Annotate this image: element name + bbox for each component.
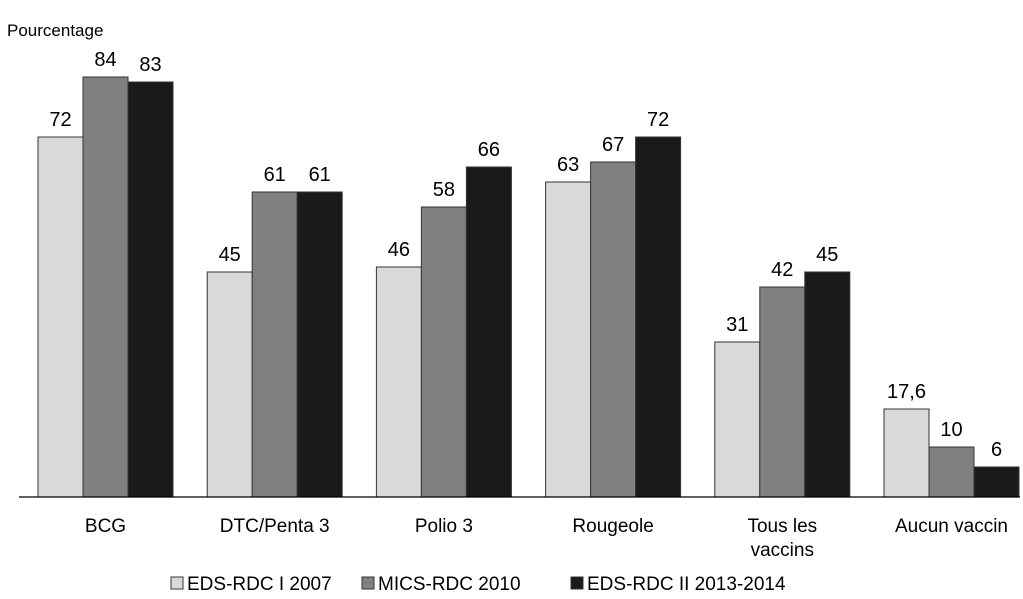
value-label-4-0: 31 (726, 314, 748, 336)
bars-group (37, 76, 1020, 498)
bar-3-0 (545, 181, 592, 498)
value-label-4-1: 42 (771, 259, 793, 281)
bar-3-1 (590, 161, 637, 498)
value-label-3-0: 63 (557, 154, 579, 176)
bar-1-2 (296, 191, 343, 498)
value-label-1-1: 61 (264, 164, 286, 186)
category-label-4-line0: Tous les (747, 516, 817, 537)
value-label-2-0: 46 (388, 239, 410, 261)
bar-2-2 (465, 166, 512, 498)
value-label-0-0: 72 (49, 109, 71, 131)
legend-swatch-0 (170, 576, 184, 590)
legend-label-1: MICS-RDC 2010 (378, 574, 521, 595)
category-label-1: DTC/Penta 3 (220, 516, 330, 537)
bar-1-1 (251, 191, 298, 498)
bar-4-0 (714, 341, 761, 498)
value-label-3-1: 67 (602, 134, 624, 156)
category-label-5: Aucun vaccin (895, 516, 1008, 537)
value-label-2-2: 66 (478, 139, 500, 161)
value-labels-group: 72 84 83 45 61 61 46 58 66 63 67 72 31 42 45 17,6 10 6 (49, 49, 1002, 461)
value-label-5-0: 17,6 (887, 381, 926, 403)
value-label-1-0: 45 (219, 244, 241, 266)
bar-0-0 (37, 136, 84, 498)
value-label-5-1: 10 (940, 419, 962, 441)
bar-0-2 (127, 81, 174, 498)
value-label-1-2: 61 (309, 164, 331, 186)
category-label-4-line1: vaccins (751, 540, 814, 561)
category-label-3: Rougeole (572, 516, 653, 537)
category-labels-group: BCG DTC/Penta 3 Polio 3 Rougeole Tous les vac… (85, 516, 1008, 561)
bar-5-1 (928, 446, 975, 498)
y-axis-label: Pourcentage (7, 21, 103, 40)
value-label-3-2: 72 (647, 109, 669, 131)
bar-0-1 (82, 76, 129, 498)
value-label-0-1: 84 (94, 49, 116, 71)
bar-5-0 (883, 408, 930, 498)
legend-swatch-2 (570, 576, 584, 590)
value-label-5-2: 6 (991, 439, 1002, 461)
bar-5-2 (973, 466, 1020, 498)
category-label-0: BCG (85, 516, 126, 537)
value-label-4-2: 45 (816, 244, 838, 266)
legend-swatch-1 (361, 576, 375, 590)
value-label-2-1: 58 (433, 179, 455, 201)
legend-label-0: EDS-RDC I 2007 (187, 574, 332, 595)
bar-4-1 (759, 286, 806, 498)
bar-2-1 (420, 206, 467, 498)
bar-3-2 (635, 136, 682, 498)
legend: EDS-RDC I 2007 MICS-RDC 2010 EDS-RDC II 20… (170, 574, 786, 595)
legend-label-2: EDS-RDC II 2013-2014 (587, 574, 786, 595)
bar-1-0 (206, 271, 253, 498)
category-label-2: Polio 3 (415, 516, 473, 537)
bar-4-2 (804, 271, 851, 498)
value-label-0-2: 83 (139, 54, 161, 76)
bar-2-0 (375, 266, 422, 498)
